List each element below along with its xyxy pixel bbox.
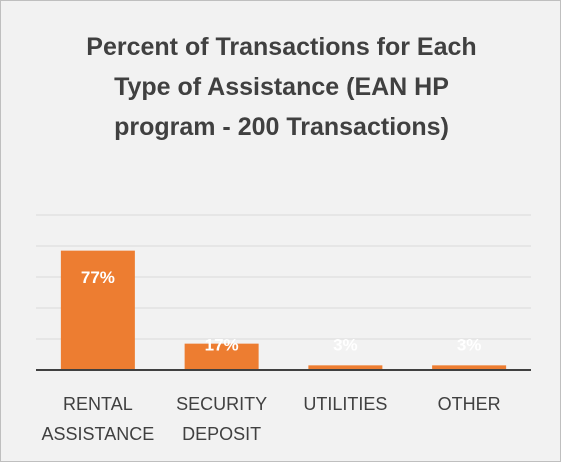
- data-label: 17%: [205, 335, 239, 354]
- bar: [308, 365, 383, 370]
- chart-title: Percent of Transactions for Each Type of…: [86, 33, 477, 141]
- data-label: 3%: [333, 335, 358, 354]
- bar: [60, 250, 135, 370]
- bar: [432, 365, 507, 370]
- x-tick-label: OTHER: [437, 394, 501, 414]
- x-tick-label: UTILITIES: [303, 394, 388, 414]
- data-label: 3%: [457, 335, 482, 354]
- data-label: 77%: [81, 268, 115, 287]
- x-tick-label: SECURITY DEPOSIT: [176, 394, 268, 444]
- x-tick-label: RENTAL ASSISTANCE: [41, 394, 155, 444]
- bar: [184, 343, 259, 370]
